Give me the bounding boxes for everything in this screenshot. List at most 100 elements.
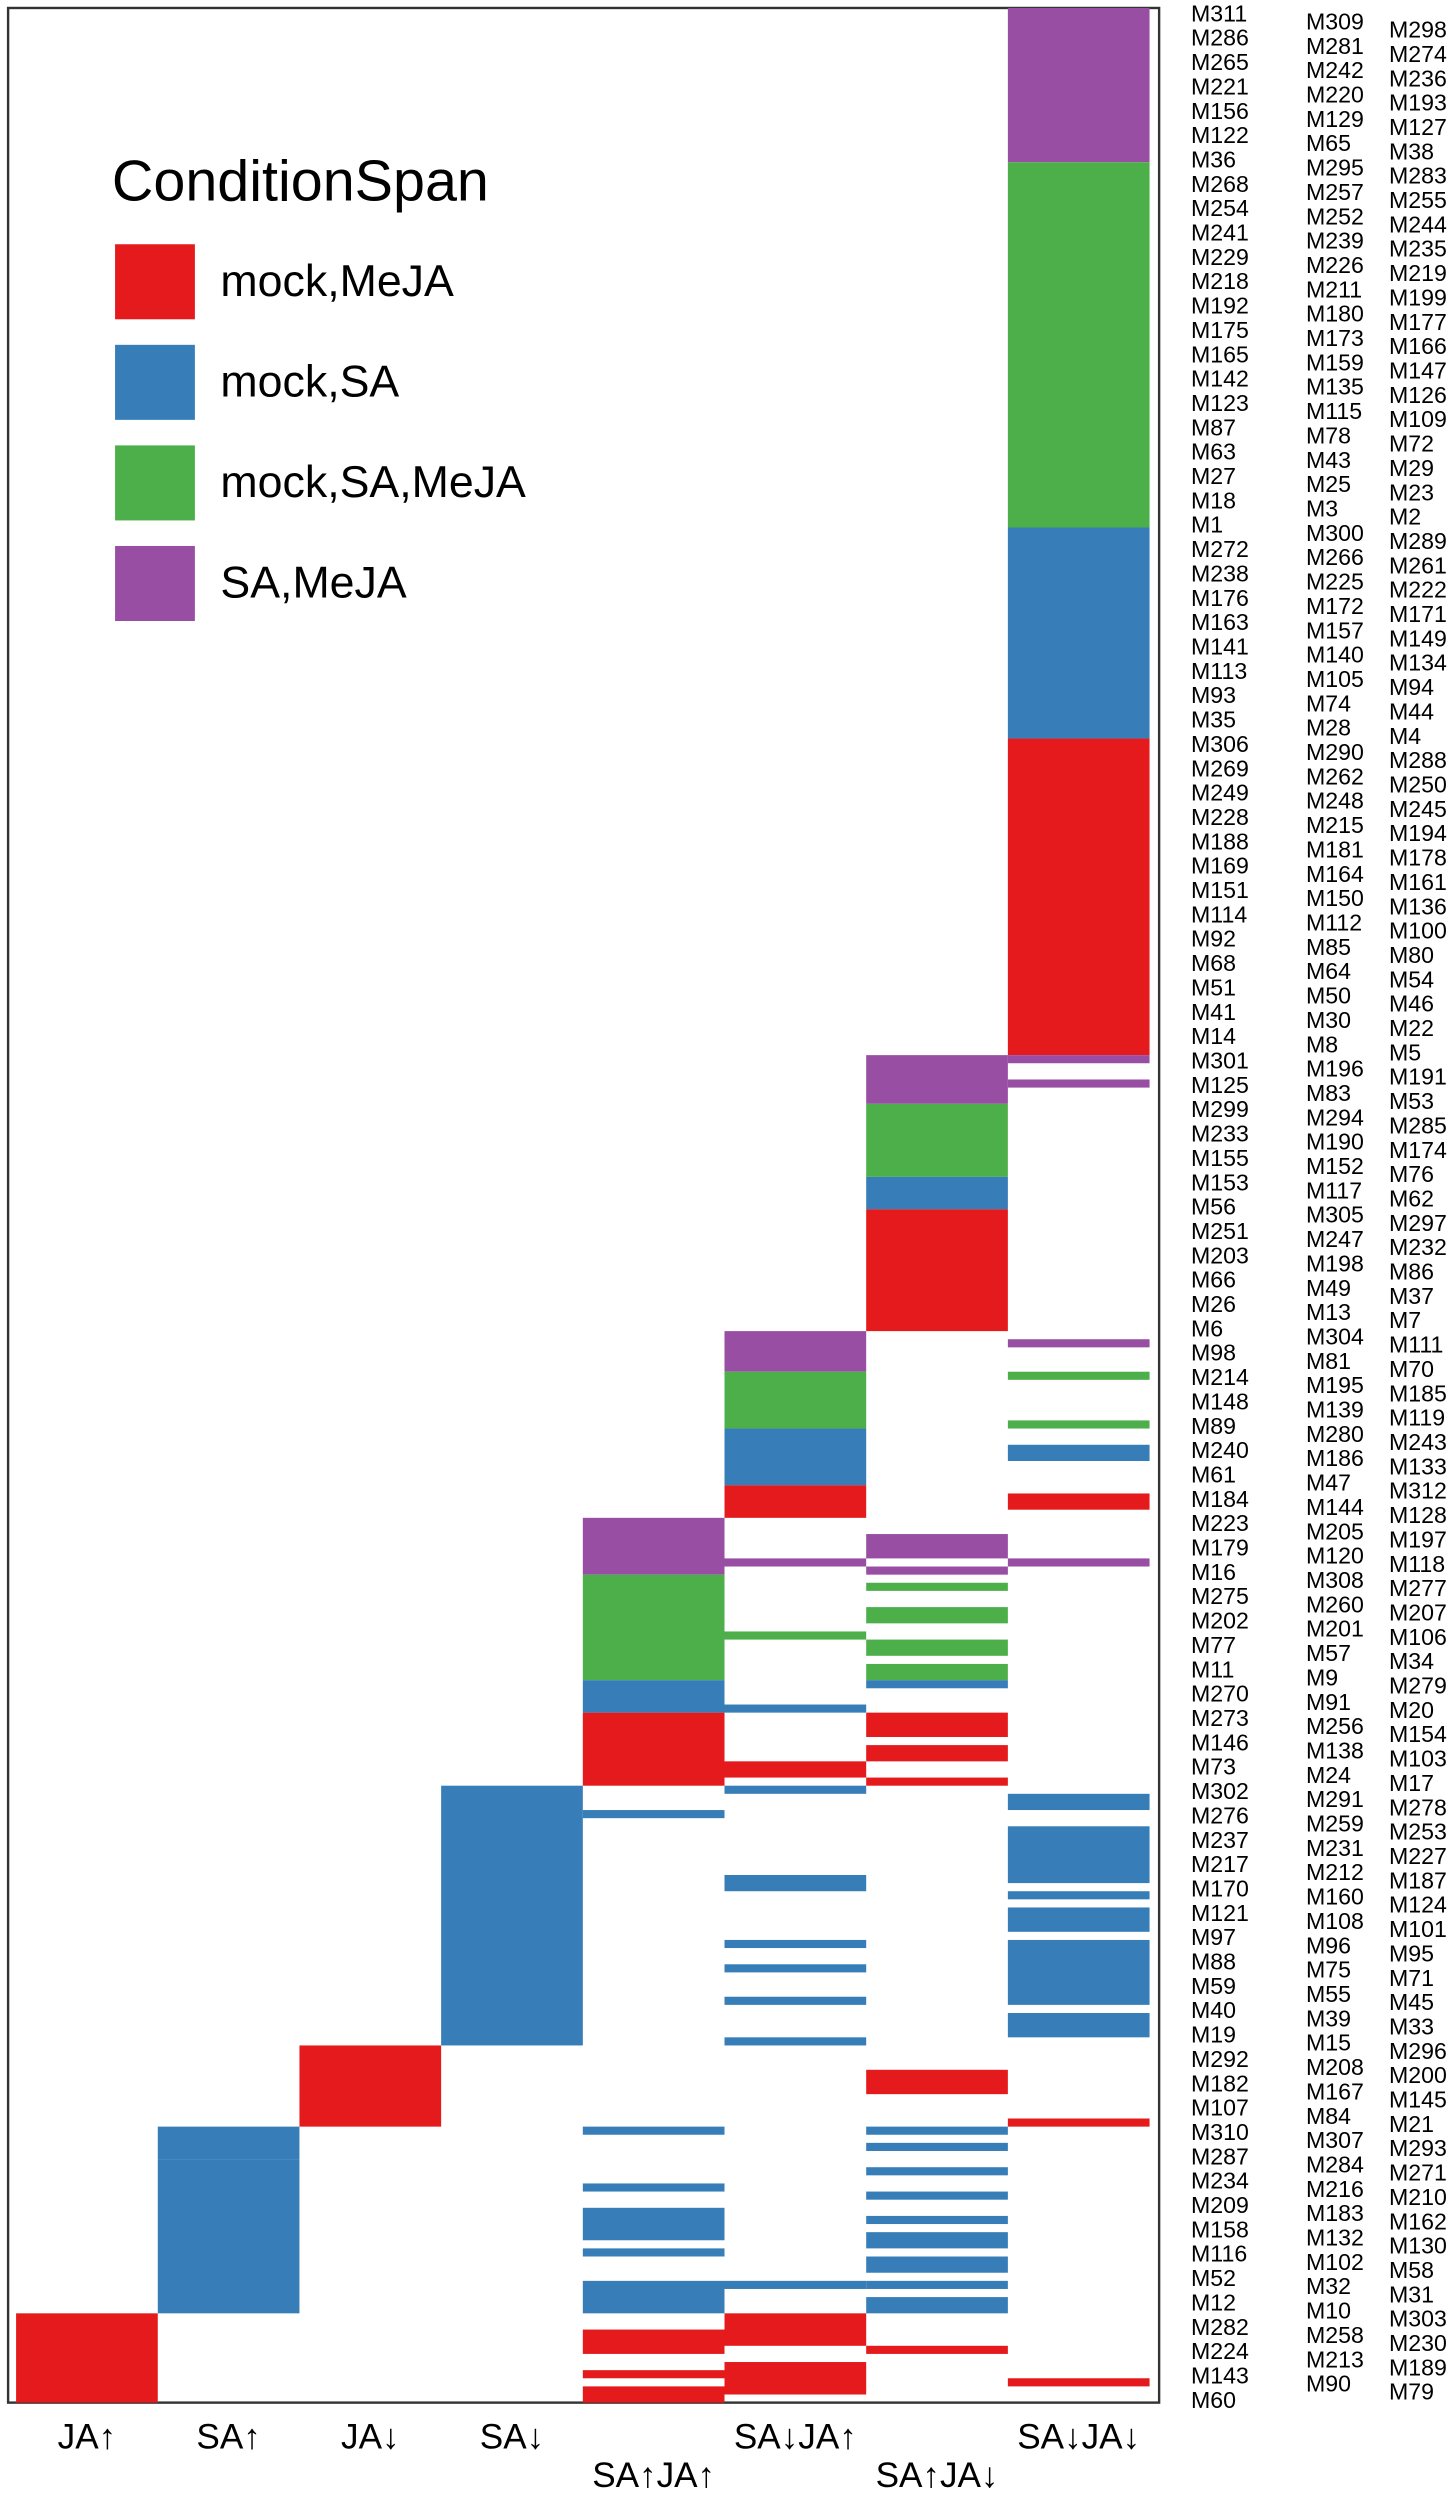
module-label: M133 [1389,1453,1447,1479]
module-label: M129 [1306,106,1364,132]
module-label: M141 [1191,634,1249,660]
cell-run [724,1761,867,1778]
module-label: M89 [1191,1413,1236,1439]
module-label: M9 [1306,1664,1338,1690]
module-label: M52 [1191,2265,1236,2291]
module-label: M132 [1306,2225,1364,2251]
module-label: M50 [1306,983,1351,1009]
cell-run [1007,2378,1150,2387]
module-label: M56 [1191,1194,1236,1220]
module-label: M196 [1306,1056,1364,1082]
module-label: M97 [1191,1924,1236,1950]
module-label: M31 [1389,2281,1434,2307]
module-label: M298 [1389,17,1447,43]
column-label: JA↓ [341,2418,400,2457]
module-label: M275 [1191,1583,1249,1609]
legend-swatch [115,244,195,320]
module-label: M160 [1306,1884,1364,1910]
module-label: M22 [1389,1015,1434,1041]
module-label: M95 [1389,1940,1434,1966]
module-label: M225 [1306,569,1364,595]
module-label: M2 [1389,504,1421,530]
module-label: M166 [1389,333,1447,359]
module-label: M77 [1191,1632,1236,1658]
module-label: M154 [1389,1721,1447,1747]
module-label: M200 [1389,2062,1447,2088]
cell-run [1007,1826,1150,1884]
module-label: M271 [1389,2160,1447,2186]
module-label: M288 [1389,747,1447,773]
cell-run [724,2313,867,2346]
cell-run [1007,162,1150,528]
cell-run [582,2126,725,2135]
module-label: M78 [1306,422,1351,448]
module-label: M38 [1389,138,1434,164]
module-label: M281 [1306,33,1364,59]
module-label: M156 [1191,98,1249,124]
module-label: M221 [1191,73,1249,99]
module-label: M126 [1389,382,1447,408]
module-label: M46 [1389,991,1434,1017]
module-label: M30 [1306,1007,1351,1033]
module-label: M299 [1191,1096,1249,1122]
legend-label: mock,SA [220,358,399,407]
module-label: M11 [1191,1656,1234,1682]
module-label: M85 [1306,934,1351,960]
module-label: M177 [1389,309,1447,335]
module-label: M277 [1389,1575,1447,1601]
module-label: M268 [1191,171,1249,197]
module-label: M142 [1191,366,1249,392]
module-label: M102 [1306,2249,1364,2275]
module-label: M170 [1191,1875,1249,1901]
cell-run [866,1777,1008,1786]
cell-run [724,1785,867,1794]
module-label: M213 [1306,2346,1364,2372]
module-label: M285 [1389,1112,1447,1138]
module-label: M248 [1306,788,1364,814]
module-label: M233 [1191,1121,1249,1147]
module-label: M175 [1191,317,1249,343]
module-label: M186 [1306,1445,1364,1471]
cell-run [866,1582,1008,1591]
module-label: M235 [1389,236,1447,262]
module-label: M199 [1389,284,1447,310]
module-label: M28 [1306,715,1351,741]
module-label: M226 [1306,252,1364,278]
module-label: M212 [1306,1859,1364,1885]
module-label: M13 [1306,1299,1351,1325]
column-label: SA↑JA↓ [876,2456,999,2495]
module-label: M222 [1389,577,1447,603]
module-label: M297 [1389,1210,1447,1236]
cell-run [724,1485,867,1518]
module-label: M266 [1306,544,1364,570]
cell-run [582,2207,725,2241]
module-label: M36 [1191,146,1236,172]
module-label: M181 [1306,836,1364,862]
module-label: M120 [1306,1543,1364,1569]
module-label: M215 [1306,812,1364,838]
column-label: SA↓JA↓ [1017,2418,1140,2457]
module-label: M216 [1306,2176,1364,2202]
legend-swatch [115,344,195,420]
module-label: M37 [1389,1283,1434,1309]
module-label: M134 [1389,650,1447,676]
cell-run [299,2045,442,2127]
cell-run [582,1712,725,1786]
module-label: M265 [1191,49,1249,75]
module-label: M182 [1191,2070,1249,2096]
cell-run [866,2297,1008,2314]
module-label: M25 [1306,471,1351,497]
module-label: M304 [1306,1323,1364,1349]
module-label: M311 [1191,0,1247,26]
module-label: M81 [1306,1348,1351,1374]
cell-run [724,1428,867,1486]
legend-swatch [115,545,195,622]
module-label: M51 [1191,974,1236,1000]
module-label: M184 [1191,1486,1249,1512]
column-label: SA↓ [480,2418,544,2457]
module-label: M282 [1191,2314,1249,2340]
module-label: M284 [1306,2151,1364,2177]
module-label: M49 [1306,1275,1351,1301]
module-label: M155 [1191,1145,1249,1171]
